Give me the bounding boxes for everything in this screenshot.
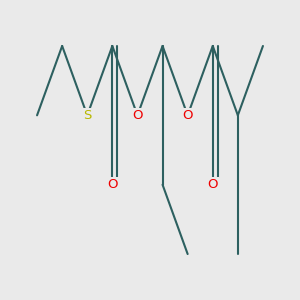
- Text: O: O: [182, 109, 193, 122]
- Text: O: O: [132, 109, 143, 122]
- Text: S: S: [83, 109, 92, 122]
- Text: O: O: [208, 178, 218, 191]
- Text: O: O: [107, 178, 118, 191]
